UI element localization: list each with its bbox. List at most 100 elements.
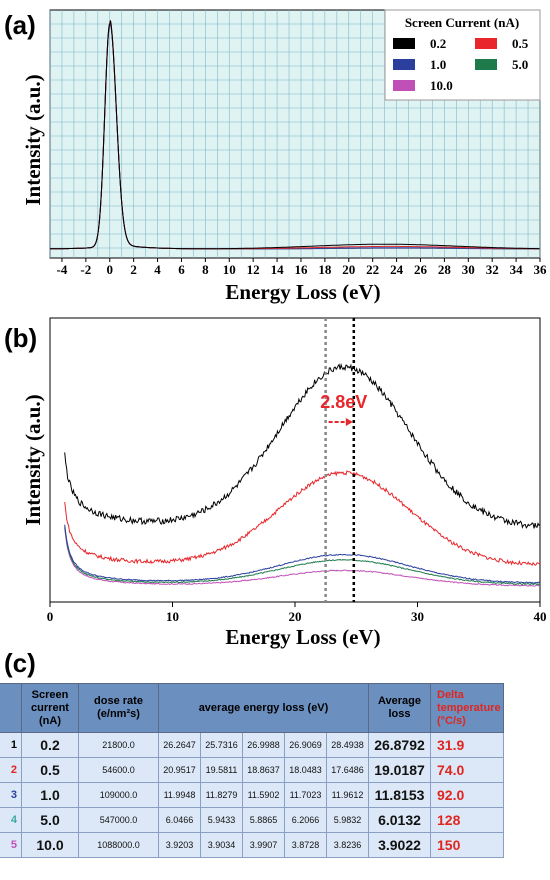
- panel-a-x-tick-label: 20: [342, 262, 355, 277]
- panel-a-grid: [49, 10, 541, 258]
- energy-loss-cell: 26.9069: [284, 732, 327, 758]
- panel-a-x-tick-label: 0: [107, 262, 114, 277]
- delta-temperature-cell: 74.0: [430, 757, 504, 783]
- energy-loss-cell: 6.2066: [284, 807, 327, 833]
- header-average-loss: Average loss: [368, 683, 431, 733]
- row-index: 3: [0, 782, 22, 808]
- energy-loss-cell: 26.2647: [158, 732, 201, 758]
- dose-rate-cell: 54600.0: [78, 757, 159, 783]
- table-header-row: Screen current (nA) dose rate (e/nm²s) a…: [0, 683, 504, 733]
- panel-a-x-tick-label: 10: [223, 262, 236, 277]
- panel-a-x-tick-label: 30: [462, 262, 475, 277]
- panel-c-label: (c): [4, 648, 36, 678]
- panel-a-series-line: [50, 20, 540, 250]
- energy-loss-cell: 3.9907: [242, 832, 285, 858]
- legend-entry: 0.2: [430, 36, 446, 51]
- panel-a-x-tick-label: 12: [247, 262, 260, 277]
- panel-b-ylabel: Intensity (a.u.): [21, 394, 45, 525]
- panel-b-x-tick-label: 10: [166, 609, 179, 624]
- panel-a-x-tick-label: 6: [178, 262, 185, 277]
- delta-temperature-cell: 31.9: [430, 732, 504, 758]
- energy-loss-cell: 5.9433: [200, 807, 243, 833]
- panel-b-series-line: [64, 524, 541, 584]
- average-loss-cell: 3.9022: [368, 832, 431, 858]
- screen-current-cell: 1.0: [21, 782, 79, 808]
- data-table: Screen current (nA) dose rate (e/nm²s) a…: [0, 683, 504, 858]
- figure-canvas: (a) -4 -2 0 2 4 6 8 10 12 14 16 18 20 22 24 26 28 30 32 34 3…: [4, 9, 547, 678]
- screen-current-cell: 0.2: [21, 732, 79, 758]
- row-index: 4: [0, 807, 22, 833]
- panel-b-label: (b): [4, 323, 37, 353]
- panel-b-plot-area: [49, 317, 541, 603]
- panel-b-annotation: 2.8eV: [320, 318, 367, 602]
- energy-loss-cell: 17.6486: [326, 757, 369, 783]
- panel-a-x-tick-label: -2: [80, 262, 91, 277]
- annotation-label: 2.8eV: [320, 392, 367, 412]
- energy-loss-cell: 3.9034: [200, 832, 243, 858]
- dose-rate-cell: 547000.0: [78, 807, 159, 833]
- energy-loss-cell: 26.9988: [242, 732, 285, 758]
- panel-b-x-tick-label: 20: [289, 609, 302, 624]
- panel-a-x-tick-label: 18: [318, 262, 332, 277]
- panel-b-series-line: [64, 470, 541, 566]
- panel-b-xlabel: Energy Loss (eV): [225, 625, 380, 649]
- legend-entry: 1.0: [430, 57, 446, 72]
- panel-a-series: [50, 20, 540, 250]
- header-dose-rate: dose rate (e/nm²s): [78, 683, 159, 733]
- energy-loss-cell: 3.9203: [158, 832, 201, 858]
- energy-loss-cell: 5.9832: [326, 807, 369, 833]
- panel-b-series-line: [64, 527, 540, 587]
- legend-swatch: [393, 80, 415, 91]
- table-row: 3 1.0 109000.0 11.9948 11.8279 11.5902 11.7023…: [0, 782, 504, 808]
- legend-title: Screen Current (nA): [405, 15, 519, 30]
- panel-a-x-tick-label: 22: [366, 262, 379, 277]
- panel-a-label: (a): [4, 10, 36, 40]
- table-row: 2 0.5 54600.0 20.9517 19.5811 18.8637 18.0483 1…: [0, 757, 504, 783]
- panel-a-ylabel: Intensity (a.u.): [21, 74, 45, 205]
- header-average-energy-loss: average energy loss (eV): [158, 683, 369, 733]
- row-index: 1: [0, 732, 22, 758]
- panel-a-x-tick-label: 4: [154, 262, 161, 277]
- panel-b-x-tick-label: 30: [411, 609, 424, 624]
- panel-b-series: [64, 362, 541, 587]
- table-row: 5 10.0 1088000.0 3.9203 3.9034 3.9907 3.8728 3.…: [0, 832, 504, 858]
- energy-loss-cell: 25.7316: [200, 732, 243, 758]
- legend: Screen Current (nA) 0.2 0.5 1.0 5.0 10.0: [384, 9, 541, 101]
- energy-loss-cell: 11.5902: [242, 782, 285, 808]
- panel-a-x-tick-label: 24: [390, 262, 404, 277]
- panel-a-x-ticks: -4 -2 0 2 4 6 8 10 12 14 16 18 20 22 24 26 28 30 32 34 36: [57, 258, 547, 277]
- average-loss-cell: 19.0187: [368, 757, 431, 783]
- screen-current-cell: 5.0: [21, 807, 79, 833]
- legend-swatch: [475, 38, 497, 49]
- header-index: [0, 683, 22, 733]
- energy-loss-cell: 18.8637: [242, 757, 285, 783]
- delta-temperature-cell: 92.0: [430, 782, 504, 808]
- dose-rate-cell: 109000.0: [78, 782, 159, 808]
- row-index: 2: [0, 757, 22, 783]
- panel-a-x-tick-label: 2: [130, 262, 137, 277]
- table-row: 4 5.0 547000.0 6.0466 5.9433 5.8865 6.2066 5.98…: [0, 807, 504, 833]
- legend-entry: 10.0: [430, 78, 453, 93]
- dose-rate-cell: 21800.0: [78, 732, 159, 758]
- panel-a-x-tick-label: 26: [414, 262, 428, 277]
- legend-swatch: [475, 59, 497, 70]
- table-row: 1 0.2 21800.0 26.2647 25.7316 26.9988 26.9069 2…: [0, 732, 504, 758]
- panel-a-x-tick-label: 32: [486, 262, 499, 277]
- average-loss-cell: 11.8153: [368, 782, 431, 808]
- panel-a-x-tick-label: 36: [534, 262, 548, 277]
- dose-rate-cell: 1088000.0: [78, 832, 159, 858]
- panel-b-series-line: [64, 362, 541, 529]
- panel-a-xlabel: Energy Loss (eV): [225, 280, 380, 304]
- panel-b-x-tick-label: 40: [534, 609, 547, 624]
- energy-loss-cell: 3.8728: [284, 832, 327, 858]
- energy-loss-cell: 28.4938: [326, 732, 369, 758]
- energy-loss-cell: 5.8865: [242, 807, 285, 833]
- row-index: 5: [0, 832, 22, 858]
- delta-temperature-cell: 128: [430, 807, 504, 833]
- energy-loss-cell: 11.7023: [284, 782, 327, 808]
- panel-a-x-tick-label: 34: [510, 262, 524, 277]
- legend-swatch: [393, 59, 415, 70]
- energy-loss-cell: 6.0466: [158, 807, 201, 833]
- average-loss-cell: 6.0132: [368, 807, 431, 833]
- energy-loss-cell: 11.9612: [326, 782, 369, 808]
